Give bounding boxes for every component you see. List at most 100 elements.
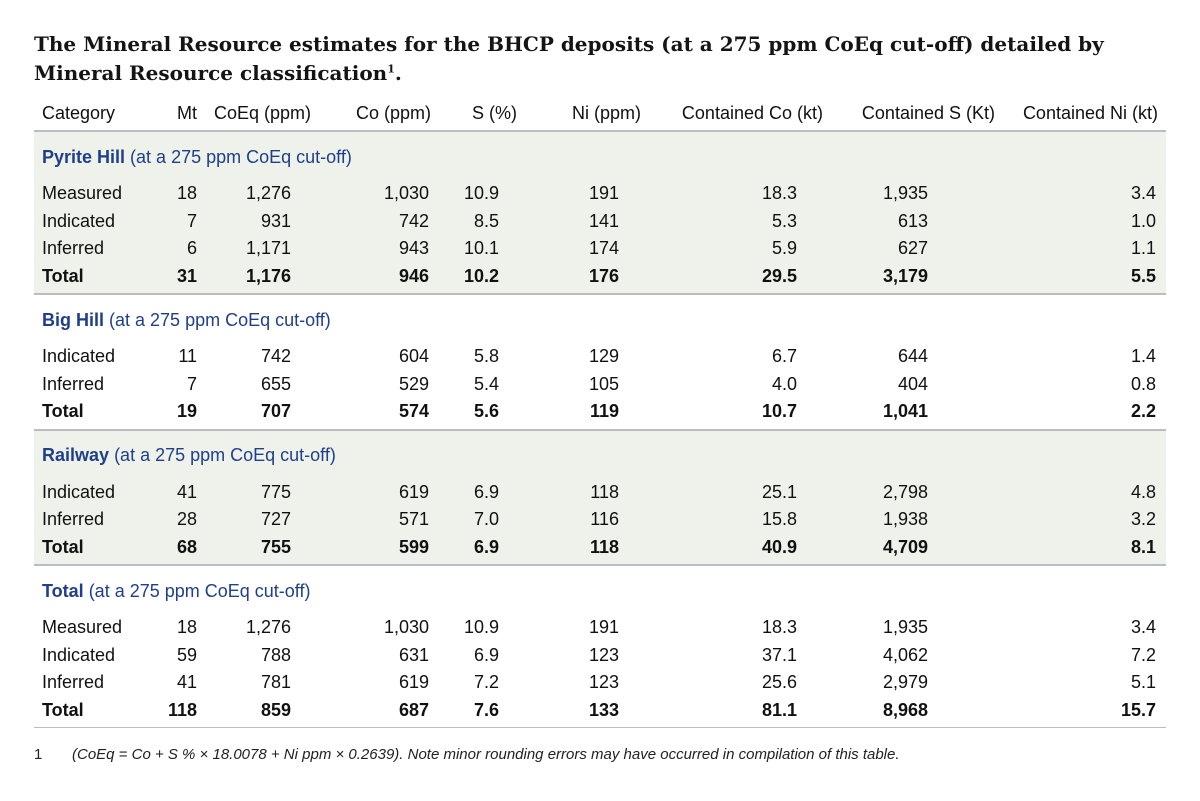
value-cell: 25.6 — [761, 672, 797, 693]
section-cutoff-note: (at a 275 ppm CoEq cut-off) — [109, 309, 331, 330]
value-cell: 123 — [588, 644, 619, 665]
category-cell: Indicated — [34, 478, 143, 506]
value-cell: 627 — [823, 235, 995, 263]
header-row: Category Mt CoEq (ppm) Co (ppm) S (%) Ni (ppm… — [34, 96, 1166, 131]
value-cell: 2.2 — [995, 398, 1166, 431]
value-cell: 176 — [527, 262, 641, 295]
value-cell: 191 — [588, 617, 619, 638]
value-cell: 7 — [143, 207, 197, 235]
table-caption: The Mineral Resource estimates for the B… — [34, 30, 1174, 88]
value-cell: 7.2 — [1130, 644, 1156, 665]
value-cell: 8,968 — [823, 696, 995, 728]
value-cell: 15.7 — [995, 696, 1166, 728]
value-cell: 1,041 — [823, 398, 995, 431]
value-cell: 5.6 — [437, 398, 527, 431]
value-cell: 19 — [143, 398, 197, 431]
value-cell: 123 — [588, 672, 619, 693]
value-cell: 118 — [527, 478, 641, 506]
value-cell: 29.5 — [641, 262, 823, 295]
section-header-row: Big Hill (at a 275 ppm CoEq cut-off) — [34, 294, 1166, 343]
category-cell: Total — [34, 262, 143, 295]
value-cell: 6.9 — [437, 533, 527, 566]
value-cell: 6.7 — [771, 346, 797, 367]
value-cell: 5.4 — [473, 373, 499, 394]
total-row: Total 68 755 599 6.9 118 40.9 4,709 8.1 — [34, 533, 1166, 566]
total-row: Total 118 859 687 7.6 133 81.1 8,968 15.7 — [34, 696, 1166, 728]
category-cell: Total — [34, 696, 143, 728]
value-cell: 15.8 — [641, 506, 823, 534]
value-cell: 4.0 — [771, 373, 797, 394]
caption-footnote-ref: 1 — [387, 62, 395, 76]
column-header: Category — [42, 102, 116, 123]
value-cell: 68 — [143, 533, 197, 566]
value-cell: 1,030 — [317, 180, 437, 208]
value-cell: 133 — [527, 696, 641, 728]
value-cell: 7 — [186, 373, 197, 394]
caption-text: The Mineral Resource estimates for the B… — [34, 32, 1104, 85]
value-cell: 3.4 — [1130, 617, 1156, 638]
value-cell: 5.3 — [641, 207, 823, 235]
footnote-text: (CoEq = Co + S % × 18.0078 + Ni ppm × 0.… — [72, 746, 900, 763]
value-cell: 7.0 — [437, 506, 527, 534]
value-cell: 859 — [197, 696, 317, 728]
value-cell: 10.1 — [437, 235, 527, 263]
footnote: 1 (CoEq = Co + S % × 18.0078 + Ni ppm × 0… — [34, 746, 900, 763]
category-cell: Inferred — [34, 235, 143, 263]
value-cell: 18.3 — [641, 180, 823, 208]
value-cell: 4.8 — [995, 478, 1166, 506]
footnote-number: 1 — [34, 746, 43, 763]
section-title: Pyrite Hill — [42, 146, 126, 167]
value-cell: 1,030 — [383, 617, 429, 638]
value-cell: 742 — [260, 346, 291, 367]
category-cell: Measured — [34, 180, 143, 208]
value-cell: 5.1 — [1130, 672, 1156, 693]
value-cell: 727 — [197, 506, 317, 534]
category-cell: Total — [34, 533, 143, 566]
category-cell: Indicated — [42, 644, 116, 665]
column-header: Contained Co (kt) — [681, 102, 823, 123]
value-cell: 31 — [143, 262, 197, 295]
value-cell: 10.2 — [437, 262, 527, 295]
category-cell: Inferred — [42, 672, 105, 693]
section-header-row: Total (at a 275 ppm CoEq cut-off) — [34, 565, 1166, 614]
value-cell: 18 — [176, 617, 197, 638]
value-cell: 119 — [527, 398, 641, 431]
value-cell: 129 — [588, 346, 619, 367]
value-cell: 571 — [317, 506, 437, 534]
value-cell: 3.2 — [995, 506, 1166, 534]
value-cell: 3.4 — [995, 180, 1166, 208]
value-cell: 1,276 — [245, 617, 291, 638]
value-cell: 37.1 — [761, 644, 797, 665]
total-row: Total 19 707 574 5.6 119 10.7 1,041 2.2 — [34, 398, 1166, 431]
value-cell: 619 — [317, 478, 437, 506]
category-cell: Inferred — [34, 506, 143, 534]
value-cell: 6 — [143, 235, 197, 263]
value-cell: 943 — [317, 235, 437, 263]
value-cell: 18.3 — [761, 617, 797, 638]
value-cell: 604 — [398, 346, 429, 367]
value-cell: 174 — [527, 235, 641, 263]
value-cell: 742 — [317, 207, 437, 235]
section-cutoff-note: (at a 275 ppm CoEq cut-off) — [88, 580, 311, 601]
value-cell: 105 — [588, 373, 619, 394]
value-cell: 141 — [527, 207, 641, 235]
mineral-resource-table: Category Mt CoEq (ppm) Co (ppm) S (%) Ni (ppm… — [34, 96, 1166, 728]
section-title: Big Hill — [42, 309, 104, 330]
column-header: Mt — [177, 102, 197, 123]
section-header-row: Railway (at a 275 ppm CoEq cut-off) — [34, 429, 1166, 479]
value-cell: 2,979 — [882, 672, 928, 693]
value-cell: 116 — [527, 506, 641, 534]
value-cell: 631 — [398, 644, 429, 665]
section-title: Railway — [42, 445, 110, 465]
value-cell: 1,176 — [197, 262, 317, 295]
table-row: Inferred 41 781 619 7.2 123 25.6 2,979 5.1 — [34, 669, 1166, 697]
value-cell: 574 — [317, 398, 437, 431]
value-cell: 529 — [398, 373, 429, 394]
value-cell: 1,276 — [197, 180, 317, 208]
total-row: Total 31 1,176 946 10.2 176 29.5 3,179 5.5 — [34, 262, 1166, 295]
value-cell: 8.5 — [437, 207, 527, 235]
table-row: Measured 18 1,276 1,030 10.9 191 18.3 1,935 3.4 — [34, 614, 1166, 642]
section-cutoff-note: (at a 275 ppm CoEq cut-off) — [130, 146, 352, 167]
value-cell: 7.6 — [437, 696, 527, 728]
value-cell: 0.8 — [1130, 373, 1156, 394]
